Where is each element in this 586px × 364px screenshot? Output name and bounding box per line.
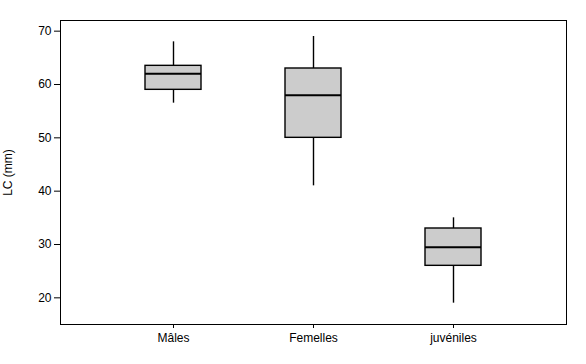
svg-text:20: 20: [38, 291, 52, 305]
svg-text:Mâles: Mâles: [157, 331, 189, 345]
svg-text:30: 30: [38, 237, 52, 251]
svg-text:60: 60: [38, 77, 52, 91]
svg-text:50: 50: [38, 131, 52, 145]
svg-text:Femelles: Femelles: [289, 331, 338, 345]
svg-text:70: 70: [38, 24, 52, 38]
svg-text:40: 40: [38, 184, 52, 198]
svg-text:LC (mm): LC (mm): [1, 149, 15, 196]
svg-text:juvéniles: juvéniles: [429, 331, 477, 345]
